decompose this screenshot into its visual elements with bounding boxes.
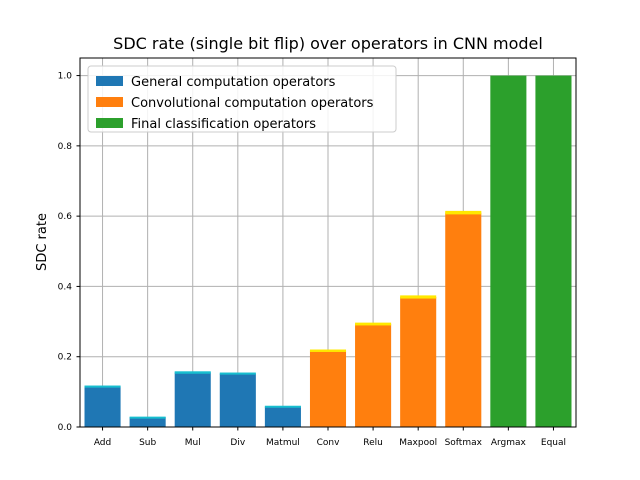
legend-box xyxy=(87,65,397,133)
y-tick-label: 0.0 xyxy=(58,423,73,433)
error-band-matmul xyxy=(264,405,301,408)
legend-swatch xyxy=(96,76,123,86)
x-tick-label: Sub xyxy=(139,438,156,448)
error-band-mul xyxy=(174,371,211,374)
bar-conv xyxy=(309,350,347,427)
y-tick-label: 0.4 xyxy=(58,282,73,292)
bar-mul xyxy=(174,372,211,427)
chart-title: SDC rate (single bit flip) over operator… xyxy=(113,34,543,53)
error-band-add xyxy=(84,385,121,388)
x-tick-label: Maxpool xyxy=(399,438,437,448)
y-axis-label: SDC rate xyxy=(35,213,50,271)
legend-swatch xyxy=(96,97,123,107)
bar-sub xyxy=(129,417,166,427)
y-axis: 0.0 0.2 0.4 0.6 0.8 1.0 xyxy=(58,72,80,433)
legend-label: Final classification operators xyxy=(131,117,316,132)
y-tick-label: 0.8 xyxy=(58,142,73,152)
x-axis: Add Sub Mul Div Matmul Conv Relu Maxpool Softmax… xyxy=(94,427,566,448)
y-tick-label: 1.0 xyxy=(58,72,73,82)
x-tick-label: Div xyxy=(230,438,245,448)
bar-div xyxy=(219,373,256,427)
x-tick-label: Argmax xyxy=(491,438,527,448)
error-band-sub xyxy=(129,416,166,419)
x-tick-label: Softmax xyxy=(445,438,483,448)
x-tick-label: Add xyxy=(94,438,111,448)
legend-label: General computation operators xyxy=(131,75,336,90)
x-tick-label: Relu xyxy=(363,438,383,448)
bar-relu xyxy=(355,324,392,427)
legend: General computation operators Convolution… xyxy=(87,65,397,133)
legend-swatch xyxy=(96,118,123,128)
bar-maxpool xyxy=(400,296,437,427)
error-band-softmax xyxy=(445,210,482,215)
bar-equal xyxy=(535,75,572,428)
error-band-maxpool xyxy=(400,295,437,299)
bar-softmax xyxy=(445,212,482,427)
bar-matmul xyxy=(264,406,301,427)
y-tick-label: 0.2 xyxy=(58,353,72,363)
x-tick-label: Equal xyxy=(541,438,566,448)
bars xyxy=(84,75,572,428)
x-tick-label: Matmul xyxy=(266,438,300,448)
x-tick-label: Conv xyxy=(317,438,340,448)
bar-add xyxy=(84,386,121,427)
y-tick-label: 0.6 xyxy=(58,212,73,222)
bar-argmax xyxy=(490,75,527,428)
error-band-relu xyxy=(355,322,392,326)
legend-label: Convolutional computation operators xyxy=(131,96,374,111)
error-band-div xyxy=(219,372,256,375)
error-band-conv xyxy=(309,349,347,352)
x-tick-label: Mul xyxy=(185,438,201,448)
